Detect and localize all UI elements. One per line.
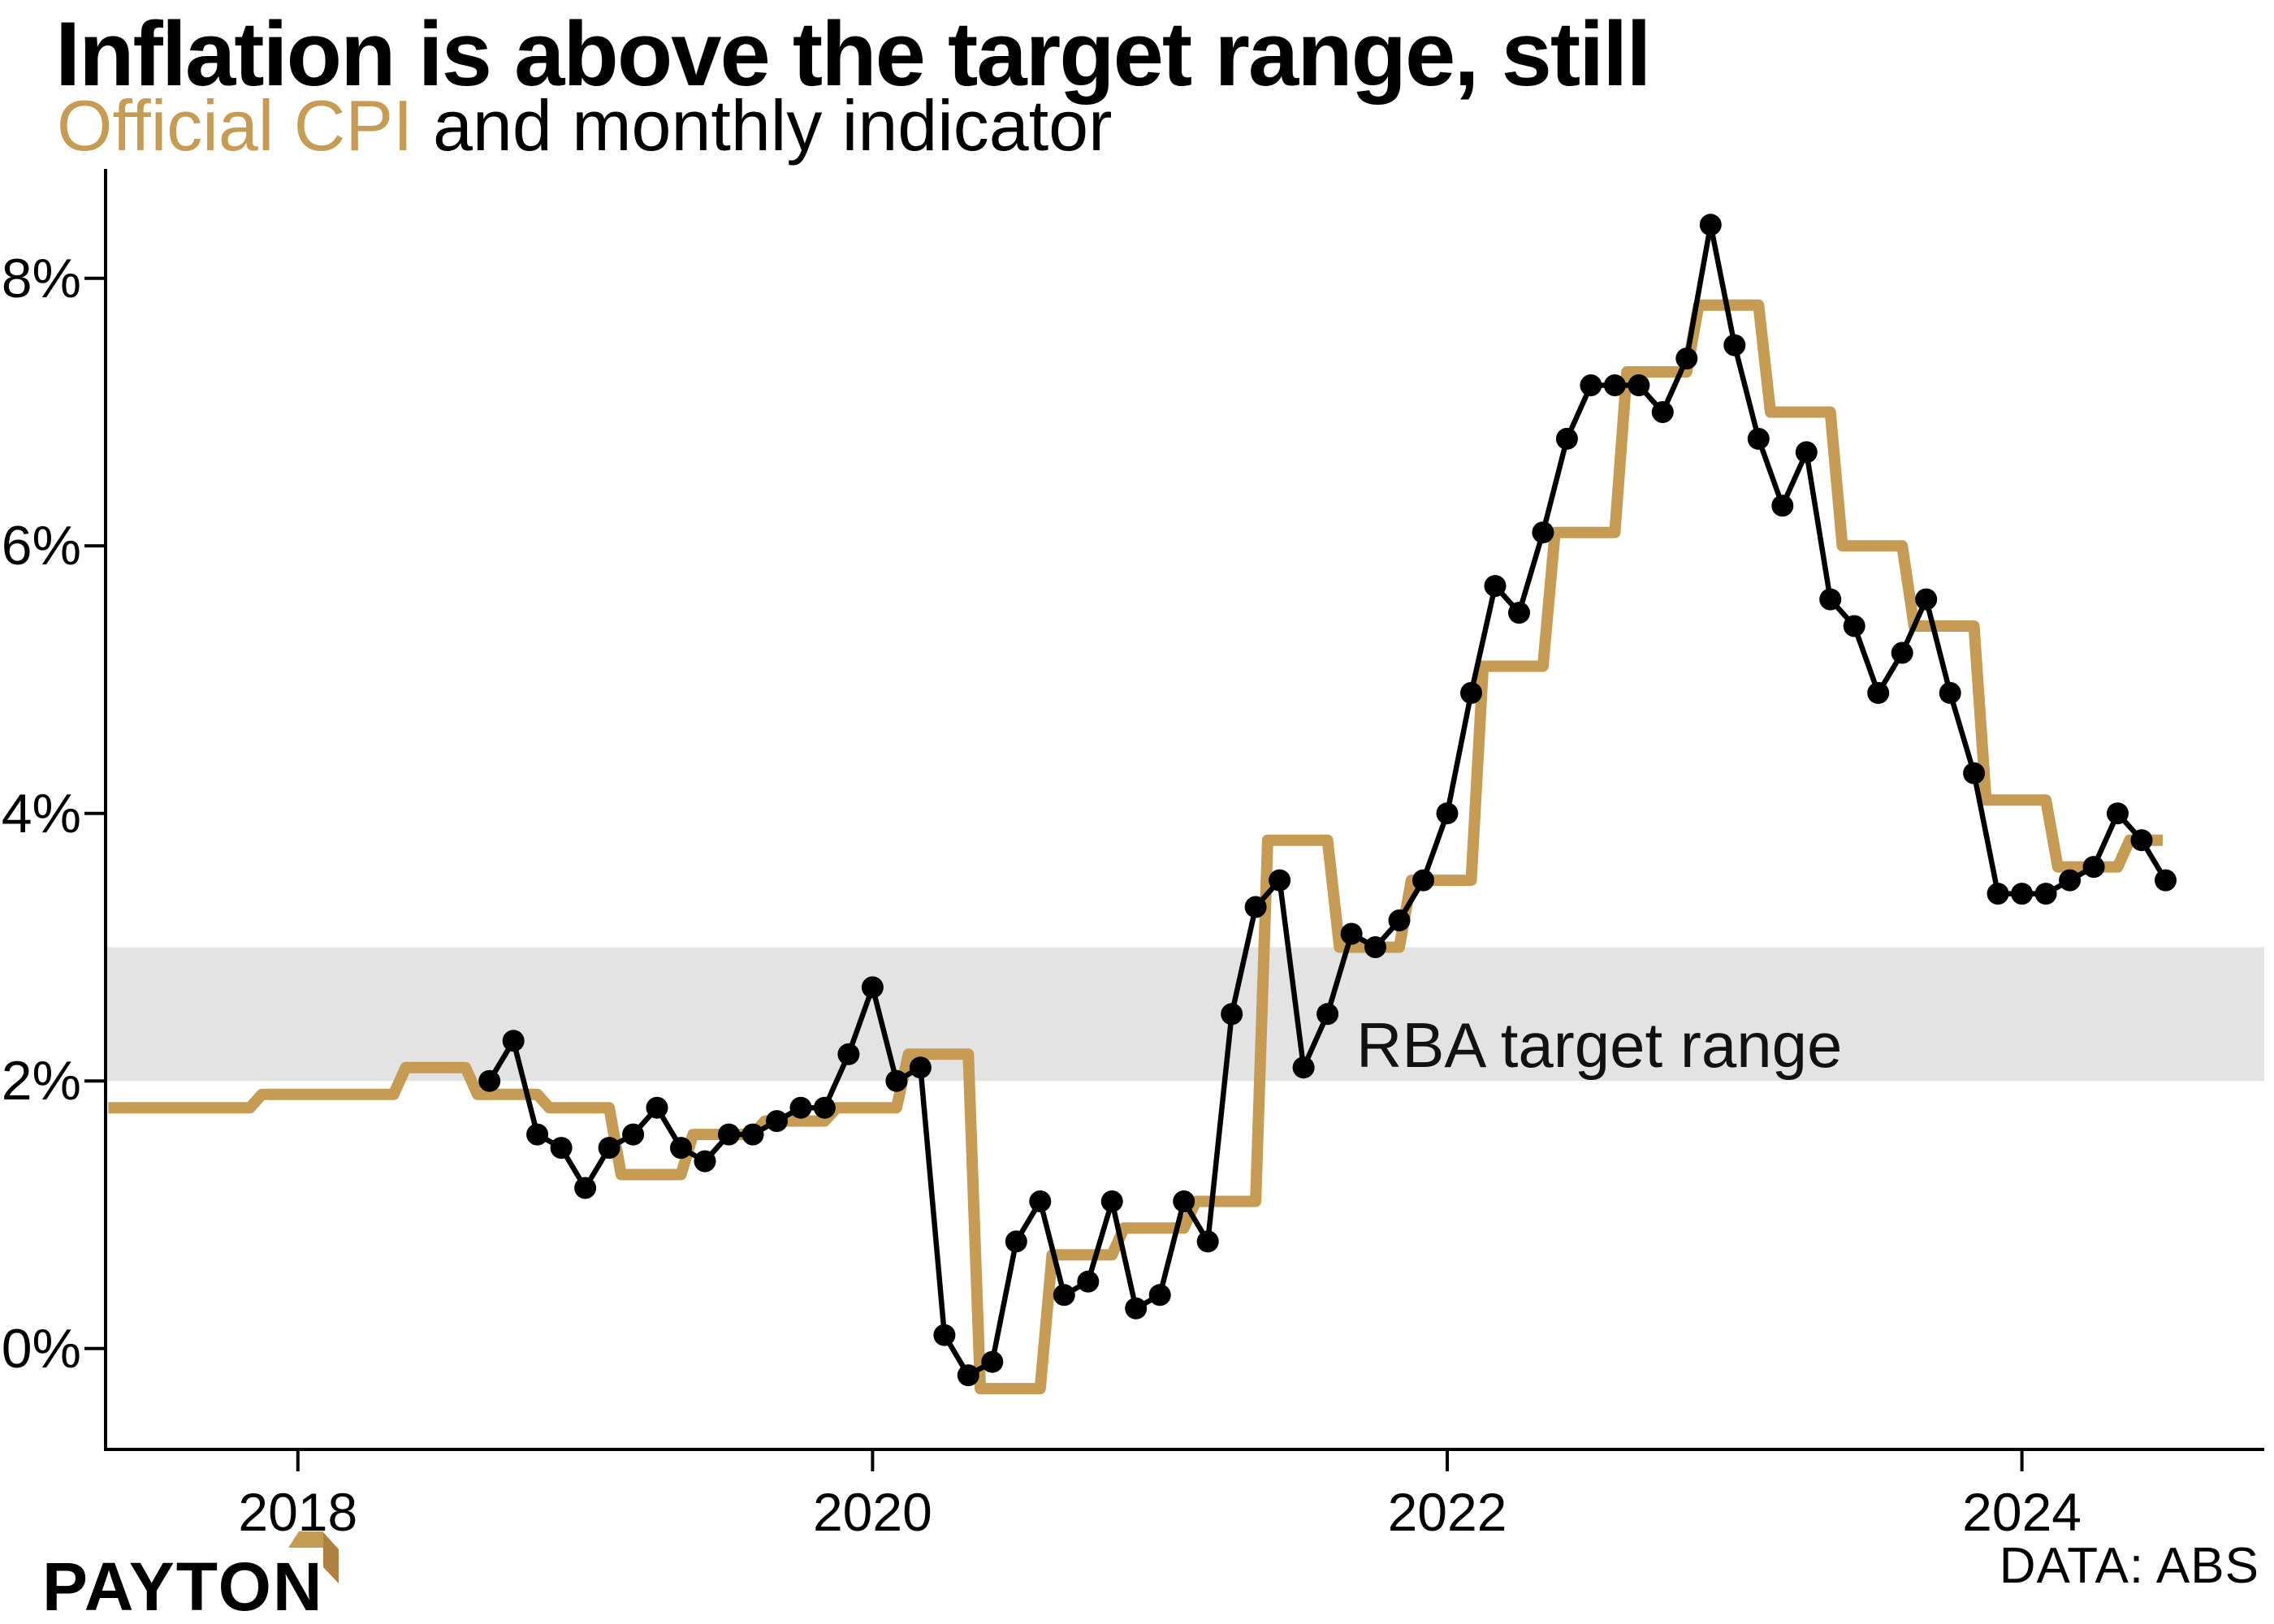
monthly-indicator-point — [1005, 1230, 1027, 1253]
monthly-indicator-point — [813, 1096, 836, 1119]
monthly-indicator-point — [1891, 641, 1913, 664]
monthly-indicator-point — [1771, 495, 1794, 517]
x-tick-label: 2020 — [812, 1482, 932, 1542]
monthly-indicator-point — [933, 1324, 956, 1346]
monthly-indicator-point — [837, 1043, 860, 1065]
monthly-indicator-point — [2130, 829, 2153, 852]
monthly-indicator-point — [574, 1177, 597, 1199]
monthly-indicator-point — [670, 1137, 692, 1160]
subtitle-official-cpi: Official CPI — [57, 85, 413, 166]
monthly-indicator-point — [2059, 869, 2082, 892]
monthly-indicator-point — [766, 1110, 788, 1133]
x-tick-label: 2018 — [238, 1482, 358, 1542]
x-tick-label: 2022 — [1387, 1482, 1507, 1542]
monthly-indicator-point — [1723, 334, 1746, 356]
chart-subtitle: Official CPI and monthly indicator — [57, 84, 1112, 167]
monthly-indicator-point — [1077, 1270, 1100, 1293]
y-tick-label: 0% — [1, 1317, 81, 1380]
target-range-band — [106, 947, 2264, 1082]
monthly-indicator-point — [1747, 427, 1770, 450]
monthly-indicator-point — [957, 1364, 979, 1387]
monthly-indicator-point — [2082, 856, 2105, 879]
y-tick-label: 4% — [1, 782, 81, 844]
monthly-indicator-point — [1843, 615, 1865, 637]
monthly-indicator-point — [1340, 922, 1363, 945]
monthly-indicator-point — [1699, 214, 1722, 236]
subtitle-monthly-indicator: and monthly indicator — [413, 85, 1113, 166]
monthly-indicator-point — [885, 1069, 908, 1092]
monthly-indicator-point — [502, 1030, 525, 1052]
monthly-indicator-point — [598, 1137, 620, 1160]
monthly-indicator-point — [2155, 869, 2177, 892]
monthly-indicator-point — [1244, 896, 1267, 918]
chart-title: Inflation is above the target range, sti… — [55, 3, 1651, 105]
monthly-indicator-point — [1364, 936, 1386, 958]
monthly-indicator-point — [1460, 681, 1482, 704]
monthly-indicator-point — [1292, 1056, 1315, 1079]
monthly-indicator-point — [622, 1123, 645, 1146]
monthly-indicator-point — [789, 1096, 812, 1119]
monthly-indicator-point — [1029, 1190, 1052, 1212]
monthly-indicator-point — [1987, 883, 2009, 905]
y-tick-label: 8% — [1, 247, 81, 309]
target-range-label: RBA target range — [1356, 1009, 1843, 1081]
monthly-indicator-point — [2011, 883, 2034, 905]
monthly-indicator-point — [1412, 869, 1434, 892]
monthly-indicator-point — [1148, 1284, 1171, 1307]
monthly-indicator-point — [718, 1123, 740, 1146]
monthly-indicator-point — [1484, 575, 1507, 598]
official-cpi-line — [108, 299, 2163, 1395]
y-tick-label: 2% — [1, 1050, 81, 1112]
monthly-indicator-point — [1795, 441, 1818, 464]
monthly-indicator-point — [1555, 427, 1578, 450]
monthly-indicator-point — [1580, 374, 1602, 396]
monthly-indicator-point — [1053, 1284, 1075, 1307]
monthly-indicator-point — [2107, 802, 2129, 825]
monthly-indicator-line — [486, 222, 2168, 1378]
monthly-indicator-point — [741, 1123, 764, 1146]
monthly-indicator-point — [981, 1350, 1004, 1373]
y-tick-label: 6% — [1, 515, 81, 577]
monthly-indicator-point — [526, 1123, 549, 1146]
monthly-indicator-point — [1316, 1003, 1339, 1026]
data-source-note: DATA: ABS — [1999, 1538, 2259, 1594]
monthly-indicator-point — [861, 976, 884, 999]
x-tick-label: 2024 — [1962, 1482, 2082, 1542]
monthly-indicator-point — [1125, 1297, 1148, 1320]
monthly-indicator-point — [1939, 681, 1961, 704]
monthly-indicator-point — [478, 1069, 501, 1092]
monthly-indicator-point — [909, 1056, 932, 1079]
monthly-indicator-point — [1196, 1230, 1219, 1253]
brand-logo-arrow-icon — [288, 1531, 339, 1583]
monthly-indicator-point — [1628, 374, 1650, 396]
monthly-indicator-point — [1532, 521, 1554, 544]
monthly-indicator-point — [550, 1137, 573, 1160]
monthly-indicator-point — [2034, 883, 2057, 905]
brand-logo-text: PAYTON — [42, 1548, 324, 1624]
monthly-indicator-point — [694, 1150, 716, 1173]
monthly-indicator-point — [1867, 681, 1890, 704]
monthly-indicator-point — [1651, 401, 1674, 423]
monthly-indicator-point — [1963, 762, 1986, 784]
monthly-indicator-point — [1603, 374, 1626, 396]
axis-lines — [104, 169, 2264, 1451]
monthly-indicator-point — [1508, 602, 1530, 624]
monthly-indicator-point — [646, 1096, 668, 1119]
monthly-indicator-point — [1269, 869, 1291, 892]
monthly-indicator-point — [1915, 588, 1938, 611]
monthly-indicator-point — [1819, 588, 1842, 611]
monthly-indicator-point — [1675, 348, 1698, 369]
monthly-indicator-point — [1388, 909, 1411, 931]
monthly-indicator-point — [1221, 1003, 1243, 1026]
monthly-indicator-point — [1436, 802, 1459, 825]
monthly-indicator-point — [1100, 1190, 1123, 1212]
monthly-indicator-point — [1173, 1190, 1195, 1212]
